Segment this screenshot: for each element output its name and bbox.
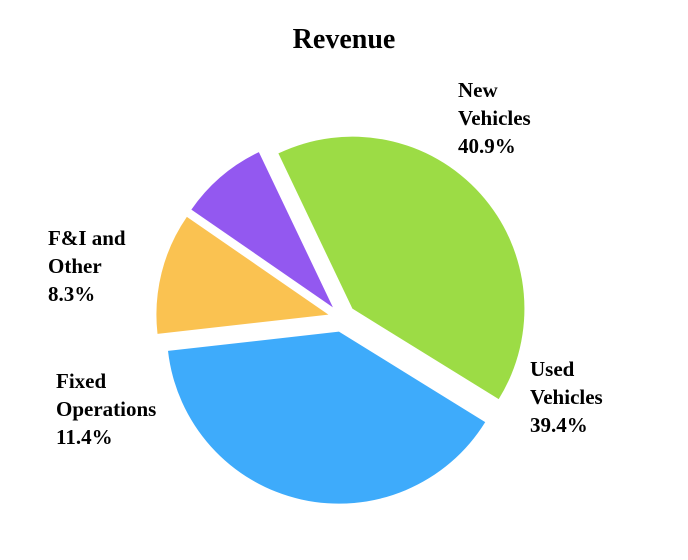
slice-label-line: F&I and	[48, 226, 126, 250]
slice-percent: 8.3%	[48, 282, 96, 306]
slice-label-line: New	[458, 78, 498, 102]
slice-label-line: Used	[530, 357, 575, 381]
slice-label-used-vehicles: Used Vehicles 39.4%	[530, 355, 603, 439]
slice-used-vehicles	[168, 331, 486, 504]
slice-fi-and-other	[191, 152, 333, 308]
slice-fixed-operations	[156, 216, 329, 334]
slice-percent: 11.4%	[56, 425, 113, 449]
slice-new-vehicles	[278, 136, 525, 400]
slice-percent: 39.4%	[530, 413, 588, 437]
slice-label-fi-and-other: F&I and Other 8.3%	[48, 224, 126, 308]
slice-label-line: Vehicles	[458, 106, 531, 130]
slice-label-new-vehicles: New Vehicles 40.9%	[458, 76, 531, 160]
slice-label-line: Fixed	[56, 369, 107, 393]
slice-label-line: Vehicles	[530, 385, 603, 409]
slice-percent: 40.9%	[458, 134, 516, 158]
slice-label-line: Operations	[56, 397, 157, 421]
slice-label-fixed-operations: Fixed Operations 11.4%	[56, 367, 156, 451]
slice-label-line: Other	[48, 254, 102, 278]
chart-title: Revenue	[292, 24, 396, 55]
